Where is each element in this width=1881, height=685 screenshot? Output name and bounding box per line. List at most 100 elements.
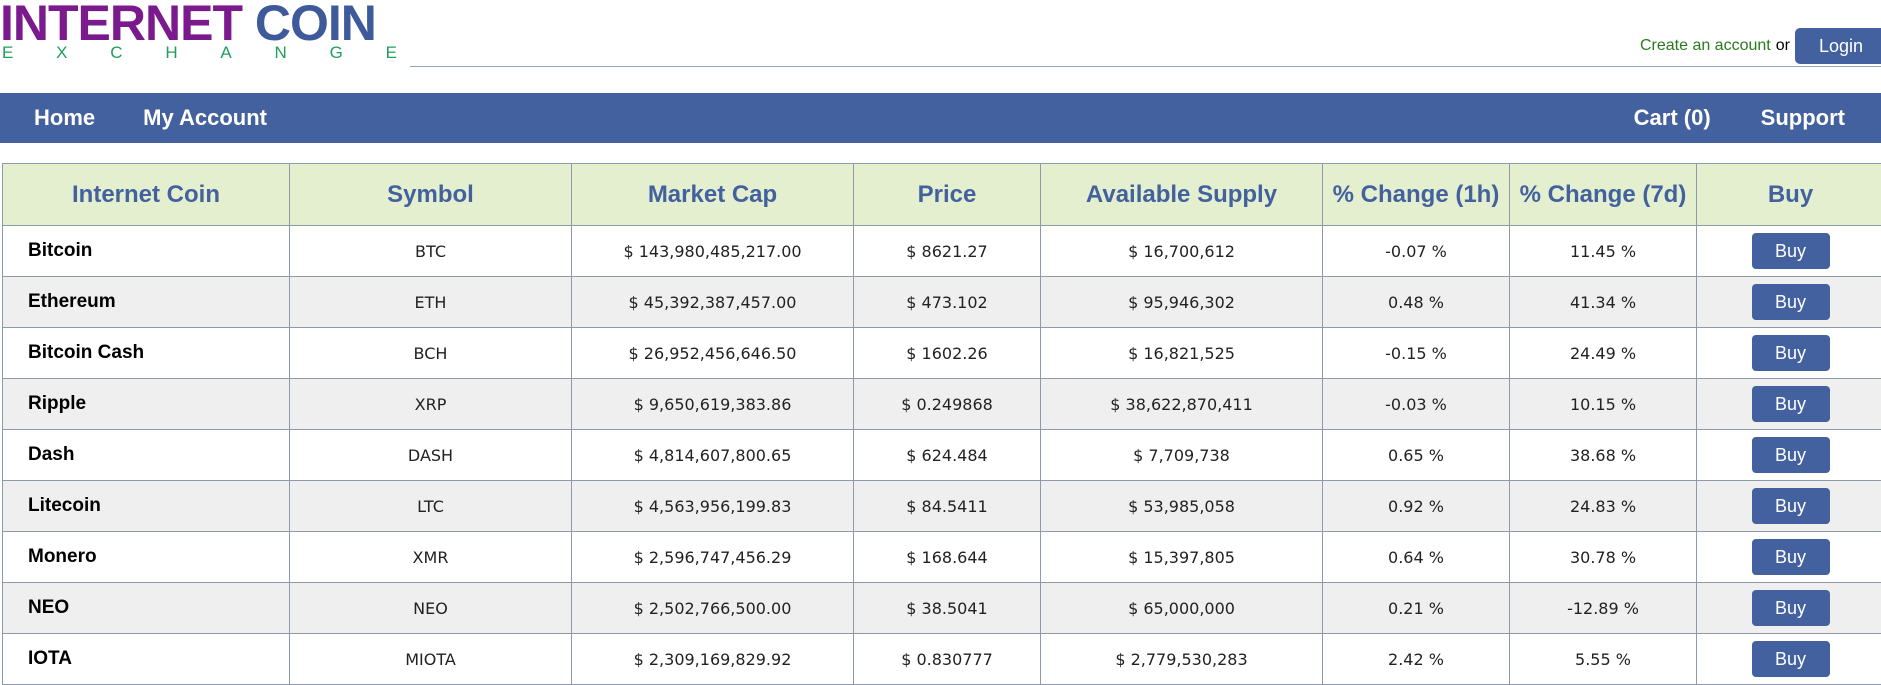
logo-letter: H: [165, 43, 177, 63]
change-7d-cell: 5.55 %: [1510, 634, 1697, 685]
nav-support[interactable]: Support: [1737, 105, 1881, 131]
column-header: Price: [854, 164, 1041, 226]
price-cell: $ 38.5041: [854, 583, 1041, 634]
buy-button[interactable]: Buy: [1752, 233, 1830, 269]
buy-cell: Buy: [1697, 277, 1881, 328]
change-7d-cell: 38.68 %: [1510, 430, 1697, 481]
symbol-cell: BTC: [290, 226, 572, 277]
change-1h-cell: 0.48 %: [1323, 277, 1510, 328]
price-cell: $ 168.644: [854, 532, 1041, 583]
coin-name-cell: Bitcoin: [3, 226, 290, 277]
change-1h-cell: 0.21 %: [1323, 583, 1510, 634]
price-cell: $ 8621.27: [854, 226, 1041, 277]
supply-cell: $ 2,779,530,283: [1041, 634, 1323, 685]
nav-right: Cart (0) Support: [1610, 105, 1881, 131]
symbol-cell: XRP: [290, 379, 572, 430]
change-7d-cell: 24.49 %: [1510, 328, 1697, 379]
coin-name-cell: Ripple: [3, 379, 290, 430]
symbol-cell: NEO: [290, 583, 572, 634]
site-logo[interactable]: INTERNET COIN E X C H A N G E: [0, 0, 400, 70]
logo-letter: C: [110, 43, 122, 63]
price-cell: $ 84.5411: [854, 481, 1041, 532]
login-button[interactable]: Login: [1795, 28, 1881, 64]
buy-button[interactable]: Buy: [1752, 335, 1830, 371]
price-cell: $ 0.249868: [854, 379, 1041, 430]
column-header: Available Supply: [1041, 164, 1323, 226]
buy-cell: Buy: [1697, 226, 1881, 277]
symbol-cell: ETH: [290, 277, 572, 328]
or-text: or: [1776, 37, 1790, 55]
logo-letter: N: [275, 43, 287, 63]
logo-subtitle: E X C H A N G E: [2, 43, 397, 63]
column-header: Internet Coin: [3, 164, 290, 226]
buy-cell: Buy: [1697, 583, 1881, 634]
symbol-cell: DASH: [290, 430, 572, 481]
column-header: % Change (7d): [1510, 164, 1697, 226]
change-1h-cell: 2.42 %: [1323, 634, 1510, 685]
buy-button[interactable]: Buy: [1752, 284, 1830, 320]
change-7d-cell: 30.78 %: [1510, 532, 1697, 583]
buy-button[interactable]: Buy: [1752, 641, 1830, 677]
price-cell: $ 624.484: [854, 430, 1041, 481]
change-1h-cell: 0.92 %: [1323, 481, 1510, 532]
change-7d-cell: 10.15 %: [1510, 379, 1697, 430]
market-cap-cell: $ 2,309,169,829.92: [572, 634, 854, 685]
buy-cell: Buy: [1697, 379, 1881, 430]
market-cap-cell: $ 45,392,387,457.00: [572, 277, 854, 328]
change-7d-cell: -12.89 %: [1510, 583, 1697, 634]
nav-home[interactable]: Home: [0, 105, 119, 131]
change-1h-cell: -0.03 %: [1323, 379, 1510, 430]
nav-cart[interactable]: Cart (0): [1610, 105, 1737, 131]
logo-letter: G: [330, 43, 343, 63]
logo-letter: E: [386, 43, 397, 63]
buy-button[interactable]: Buy: [1752, 386, 1830, 422]
supply-cell: $ 95,946,302: [1041, 277, 1323, 328]
symbol-cell: BCH: [290, 328, 572, 379]
coin-name-cell: Dash: [3, 430, 290, 481]
change-7d-cell: 24.83 %: [1510, 481, 1697, 532]
symbol-cell: XMR: [290, 532, 572, 583]
coin-name-cell: IOTA: [3, 634, 290, 685]
change-1h-cell: -0.15 %: [1323, 328, 1510, 379]
buy-cell: Buy: [1697, 430, 1881, 481]
change-1h-cell: 0.64 %: [1323, 532, 1510, 583]
coin-name-cell: Bitcoin Cash: [3, 328, 290, 379]
market-cap-cell: $ 143,980,485,217.00: [572, 226, 854, 277]
supply-cell: $ 38,622,870,411: [1041, 379, 1323, 430]
buy-button[interactable]: Buy: [1752, 488, 1830, 524]
change-1h-cell: 0.65 %: [1323, 430, 1510, 481]
column-header: Market Cap: [572, 164, 854, 226]
logo-letter: E: [2, 43, 13, 63]
supply-cell: $ 16,821,525: [1041, 328, 1323, 379]
coin-table: Internet Coin Symbol Market Cap Price Av…: [2, 163, 1881, 685]
buy-button[interactable]: Buy: [1752, 539, 1830, 575]
header-divider: [410, 66, 1881, 67]
supply-cell: $ 15,397,805: [1041, 532, 1323, 583]
create-account-link[interactable]: Create an account: [1640, 37, 1771, 55]
buy-button[interactable]: Buy: [1752, 437, 1830, 473]
logo-letter: A: [220, 43, 231, 63]
coin-table-wrapper: Internet Coin Symbol Market Cap Price Av…: [2, 163, 1881, 685]
market-cap-cell: $ 26,952,456,646.50: [572, 328, 854, 379]
nav-my-account[interactable]: My Account: [119, 105, 291, 131]
supply-cell: $ 16,700,612: [1041, 226, 1323, 277]
supply-cell: $ 53,985,058: [1041, 481, 1323, 532]
price-cell: $ 473.102: [854, 277, 1041, 328]
nav-left: Home My Account: [0, 105, 291, 131]
main-nav: Home My Account Cart (0) Support: [0, 93, 1881, 143]
column-header: Buy: [1697, 164, 1881, 226]
column-header: % Change (1h): [1323, 164, 1510, 226]
coin-name-cell: NEO: [3, 583, 290, 634]
buy-button[interactable]: Buy: [1752, 590, 1830, 626]
change-7d-cell: 11.45 %: [1510, 226, 1697, 277]
market-cap-cell: $ 9,650,619,383.86: [572, 379, 854, 430]
buy-cell: Buy: [1697, 481, 1881, 532]
